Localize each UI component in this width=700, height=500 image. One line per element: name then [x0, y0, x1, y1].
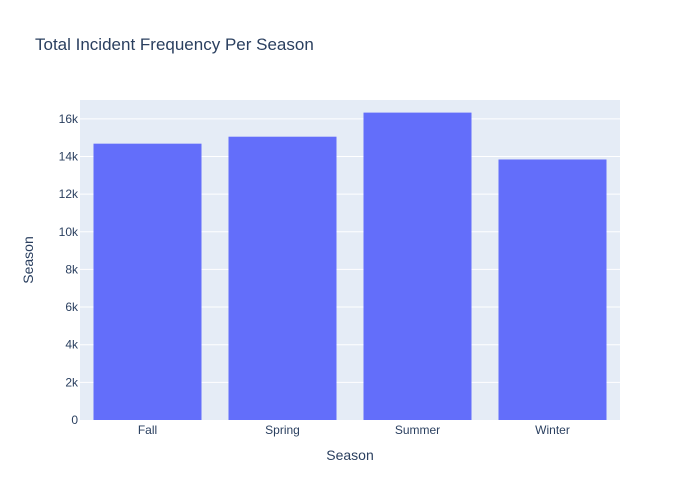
x-axis-title: Season	[326, 447, 373, 463]
bars	[93, 112, 607, 421]
x-tick-label: Summer	[395, 423, 440, 437]
y-tick-label: 14k	[59, 149, 79, 163]
bar-winter[interactable]	[498, 159, 607, 420]
y-tick-label: 6k	[65, 300, 79, 314]
x-tick-label: Winter	[535, 423, 570, 437]
y-tick-label: 12k	[59, 187, 79, 201]
y-tick-label: 10k	[59, 225, 79, 239]
x-axis-ticks: Fall Spring Summer Winter	[138, 423, 570, 437]
y-tick-label: 2k	[65, 375, 79, 389]
x-tick-label: Spring	[265, 423, 300, 437]
y-tick-label: 0	[71, 413, 78, 427]
y-axis-ticks: 0 2k 4k 6k 8k 10k 12k 14k 16k	[59, 112, 79, 427]
bar-summer[interactable]	[363, 112, 472, 421]
bar-spring[interactable]	[228, 136, 337, 421]
chart-title: Total Incident Frequency Per Season	[35, 35, 314, 54]
y-tick-label: 8k	[65, 262, 79, 276]
x-tick-label: Fall	[138, 423, 157, 437]
bar-fall[interactable]	[93, 143, 202, 420]
y-axis-title: Season	[20, 236, 36, 283]
y-tick-label: 16k	[59, 112, 79, 126]
y-tick-label: 4k	[65, 338, 79, 352]
